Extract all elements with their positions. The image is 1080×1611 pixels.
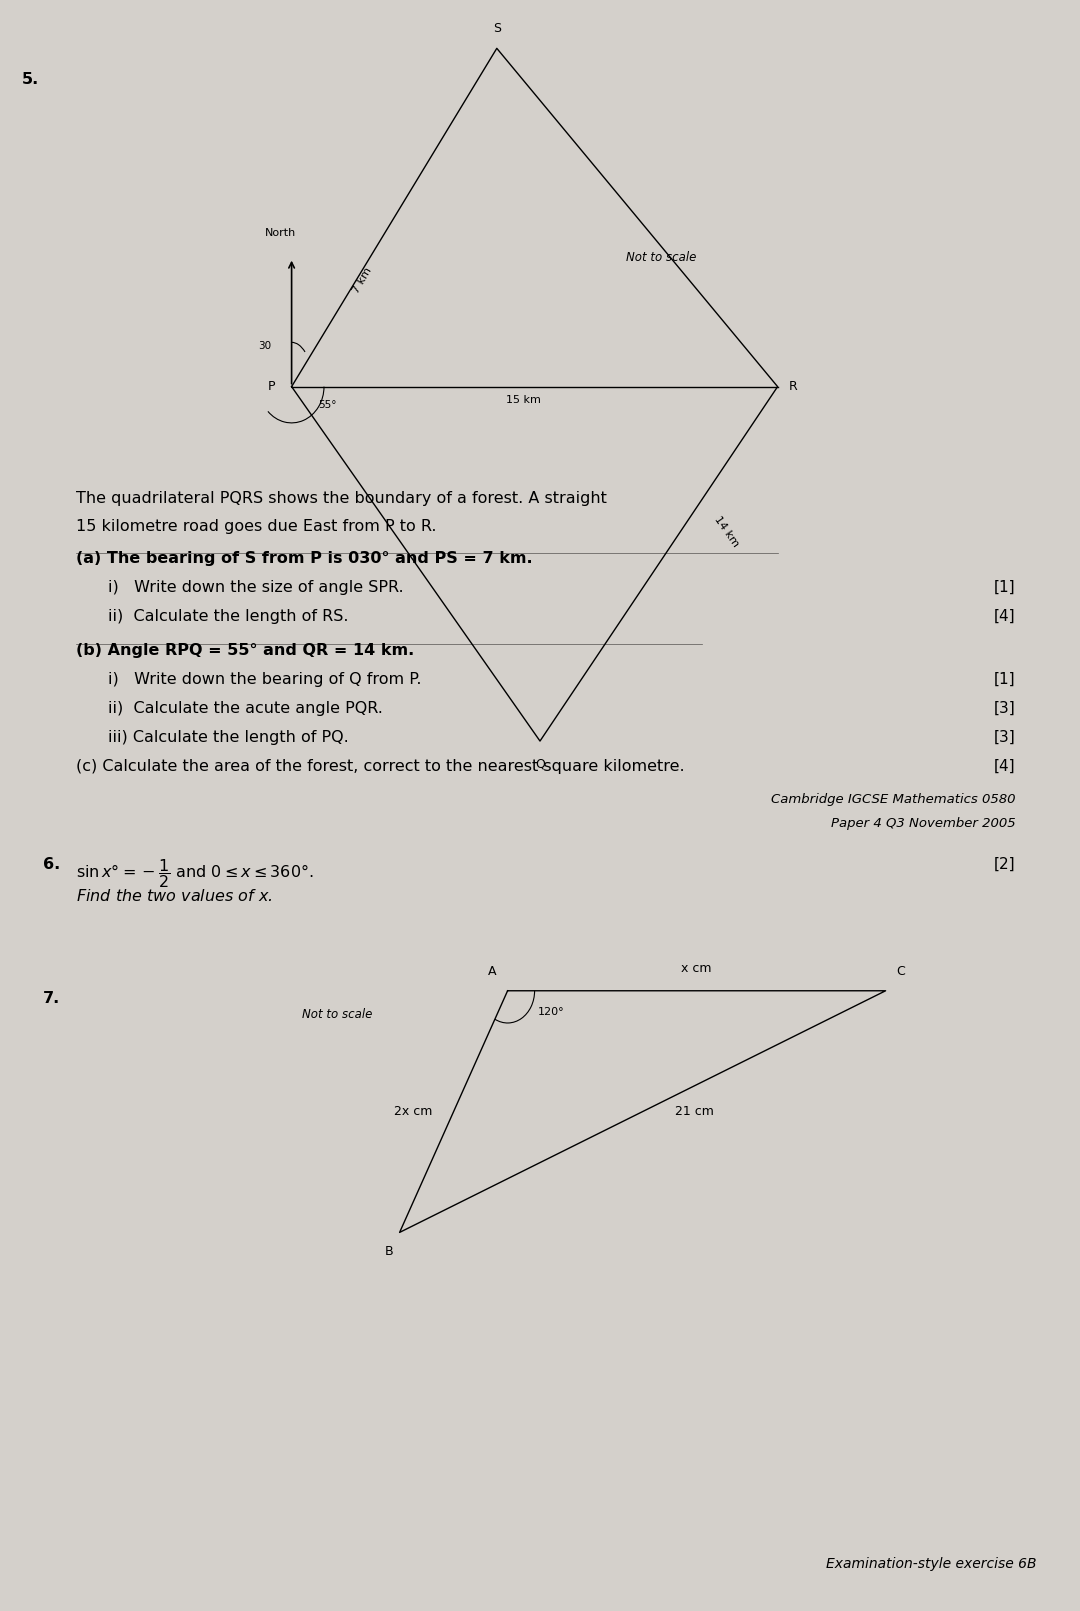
- Text: 30: 30: [258, 342, 271, 351]
- Text: i)   Write down the bearing of Q from P.: i) Write down the bearing of Q from P.: [108, 672, 421, 686]
- Text: (c) Calculate the area of the forest, correct to the nearest square kilometre.: (c) Calculate the area of the forest, co…: [76, 759, 685, 773]
- Text: 5.: 5.: [22, 72, 39, 87]
- Text: 7 km: 7 km: [351, 266, 374, 295]
- Text: iii) Calculate the length of PQ.: iii) Calculate the length of PQ.: [108, 730, 349, 744]
- Text: Q: Q: [535, 757, 545, 770]
- Text: R: R: [788, 380, 797, 393]
- Text: 6.: 6.: [43, 857, 60, 872]
- Text: [2]: [2]: [994, 857, 1015, 872]
- Text: 21 cm: 21 cm: [675, 1105, 714, 1118]
- Text: [3]: [3]: [994, 730, 1015, 744]
- Text: 14 km: 14 km: [713, 514, 741, 549]
- Text: The quadrilateral PQRS shows the boundary of a forest. A straight: The quadrilateral PQRS shows the boundar…: [76, 491, 607, 506]
- Text: B: B: [384, 1245, 393, 1258]
- Text: Cambridge IGCSE Mathematics 0580: Cambridge IGCSE Mathematics 0580: [771, 793, 1015, 806]
- Text: [4]: [4]: [994, 609, 1015, 623]
- Text: Not to scale: Not to scale: [626, 251, 697, 264]
- Text: 2x cm: 2x cm: [393, 1105, 432, 1118]
- Text: [1]: [1]: [994, 672, 1015, 686]
- Text: 120°: 120°: [538, 1007, 565, 1017]
- Text: Paper 4 Q3 November 2005: Paper 4 Q3 November 2005: [831, 817, 1015, 830]
- Text: [3]: [3]: [994, 701, 1015, 715]
- Text: Not to scale: Not to scale: [302, 1008, 373, 1021]
- Text: A: A: [488, 965, 497, 978]
- Text: i)   Write down the size of angle SPR.: i) Write down the size of angle SPR.: [108, 580, 404, 594]
- Text: North: North: [265, 229, 296, 238]
- Text: ii)  Calculate the length of RS.: ii) Calculate the length of RS.: [108, 609, 349, 623]
- Text: C: C: [896, 965, 905, 978]
- Text: Find the two values of $x$.: Find the two values of $x$.: [76, 888, 272, 904]
- Text: $\sin x°=-\dfrac{1}{2}$ and $0 \leq x \leq 360°.$: $\sin x°=-\dfrac{1}{2}$ and $0 \leq x \l…: [76, 857, 313, 889]
- Text: x cm: x cm: [681, 962, 712, 975]
- Text: (a) The bearing of S from P is 030° and PS = 7 km.: (a) The bearing of S from P is 030° and …: [76, 551, 532, 565]
- Text: 55°: 55°: [319, 400, 337, 409]
- Text: [1]: [1]: [994, 580, 1015, 594]
- Text: (b) Angle RPQ = 55° and QR = 14 km.: (b) Angle RPQ = 55° and QR = 14 km.: [76, 643, 414, 657]
- Text: S: S: [492, 23, 501, 35]
- Text: [4]: [4]: [994, 759, 1015, 773]
- Text: 15 kilometre road goes due East from P to R.: 15 kilometre road goes due East from P t…: [76, 519, 436, 533]
- Text: Examination-style exercise 6B: Examination-style exercise 6B: [826, 1556, 1037, 1571]
- Text: 15 km: 15 km: [507, 395, 541, 404]
- Text: P: P: [268, 380, 275, 393]
- Text: ii)  Calculate the acute angle PQR.: ii) Calculate the acute angle PQR.: [108, 701, 383, 715]
- Text: 7.: 7.: [43, 991, 60, 1005]
